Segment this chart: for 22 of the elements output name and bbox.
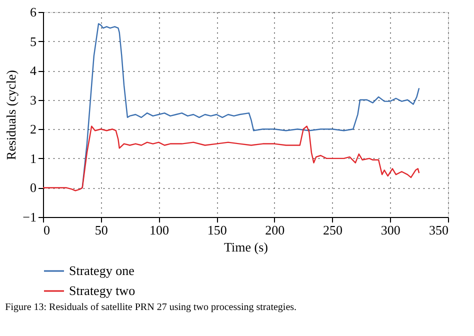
x-tick-label: 0 — [44, 222, 50, 238]
y-tick-label: 3 — [30, 92, 36, 108]
x-tick-label: 50 — [94, 222, 108, 238]
y-tick-label: −1 — [22, 210, 36, 224]
x-tick-label: 150 — [207, 222, 227, 238]
legend-label: Strategy two — [69, 283, 136, 298]
y-tick-label: 6 — [30, 4, 37, 20]
y-tick-label: 4 — [30, 63, 37, 78]
x-tick-label: 300 — [380, 222, 400, 238]
x-axis-title: Time (s) — [224, 240, 268, 254]
y-axis-title: Residuals (cycle) — [4, 70, 19, 160]
x-tick-label: 250 — [323, 222, 343, 238]
y-tick-label: 0 — [30, 180, 36, 196]
x-tick-label: 100 — [149, 222, 169, 238]
legend-label: Strategy one — [69, 263, 135, 278]
y-tick-label: 1 — [30, 150, 36, 166]
x-tick-label: 350 — [429, 222, 448, 238]
x-tick-label: 200 — [265, 222, 285, 238]
y-tick-label: 2 — [30, 122, 36, 137]
line-series — [42, 126, 420, 192]
caption: Figure 13: Residuals of satellite PRN 27 using two processing strategies. — [5, 302, 297, 313]
y-tick-label: 5 — [30, 34, 36, 49]
